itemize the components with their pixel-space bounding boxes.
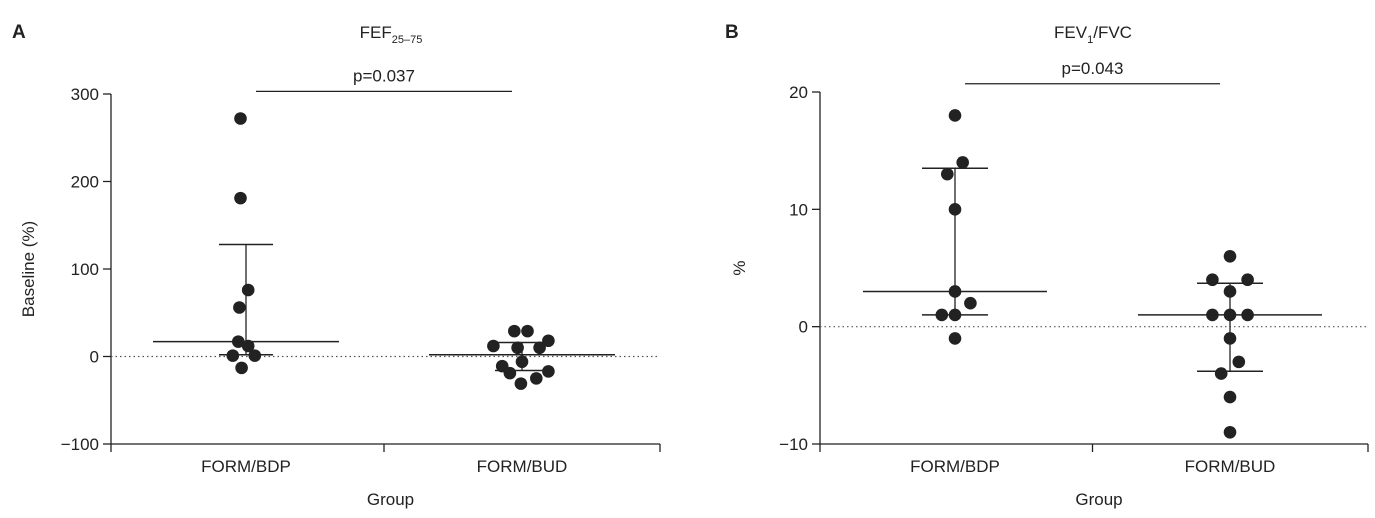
data-point [948,308,962,322]
data-point [948,203,962,216]
y-tick-label: 200 [71,173,99,192]
y-tick-label: 10 [789,200,808,219]
x-axis-label: Group [1075,490,1122,509]
chart-title-subscript: 1 [1087,34,1093,46]
data-point [487,339,500,353]
y-axis-label: Baseline (%) [19,221,38,317]
data-point [241,283,255,297]
data-point [1223,249,1237,263]
data-point [1232,355,1246,369]
y-tick-label: −10 [779,435,808,454]
data-point [948,332,962,345]
x-tick-label: FORM/BDP [910,457,1000,476]
data-point [956,156,969,169]
data-point [1223,390,1237,404]
data-point [533,341,546,355]
y-tick-label: 0 [90,348,99,367]
panel-letter: B [725,22,739,43]
chart-title: FEF25–75 [360,23,423,46]
data-point [508,324,521,338]
data-point [1214,367,1228,380]
data-point [941,167,954,181]
data-point [232,335,245,348]
y-axis-label: % [730,260,749,275]
data-point [542,334,555,348]
data-point [233,301,246,314]
p-value-label: p=0.037 [353,66,415,85]
panel-letter: A [12,22,26,43]
chart-title-subscript: 25–75 [392,34,423,46]
data-point [226,349,240,362]
p-value-label: p=0.043 [1062,59,1124,78]
y-tick-label: 20 [789,83,808,102]
data-point [515,355,529,369]
data-point [248,349,262,362]
data-point [964,296,977,310]
data-point [530,372,543,385]
chart-title: FEV1/FVC [1054,23,1132,46]
x-tick-label: FORM/BUD [477,457,568,476]
data-point [1206,273,1219,287]
x-axis-label: Group [367,490,414,509]
y-tick-label: 0 [799,318,808,337]
y-tick-label: 300 [71,85,99,104]
data-point [234,112,247,125]
y-tick-label: −100 [61,435,99,454]
summary-form-bdp [153,243,339,356]
data-point [511,341,524,355]
data-point [1223,308,1237,322]
data-point [935,308,949,322]
x-tick-label: FORM/BUD [1185,457,1276,476]
chart-panel-b: B FEV1/FVC −10 0 10 20% FORM/BDP FORM/BUD Group p… [725,22,1369,509]
data-point [521,324,534,338]
data-point [234,191,247,205]
data-point [948,109,962,122]
data-point [1223,332,1237,345]
data-point [503,366,517,380]
data-point [542,365,555,378]
data-point [1241,273,1254,287]
data-point [1241,308,1254,322]
data-point [235,361,248,375]
chart-title-main: FEF [360,23,392,42]
chart-title-main: FEV [1054,23,1088,42]
data-point [514,377,528,390]
chart-title-tail: /FVC [1093,23,1132,42]
data-point [241,339,255,353]
x-tick-label: FORM/BDP [201,457,291,476]
data-point [1206,308,1219,322]
chart-panel-a: A FEF25–75 −100 0 100 200 300 Baseline (%) FORM/… [12,22,661,509]
data-point [948,285,962,298]
data-point [1223,425,1237,439]
data-point [1223,285,1237,298]
y-tick-label: 100 [71,260,99,279]
